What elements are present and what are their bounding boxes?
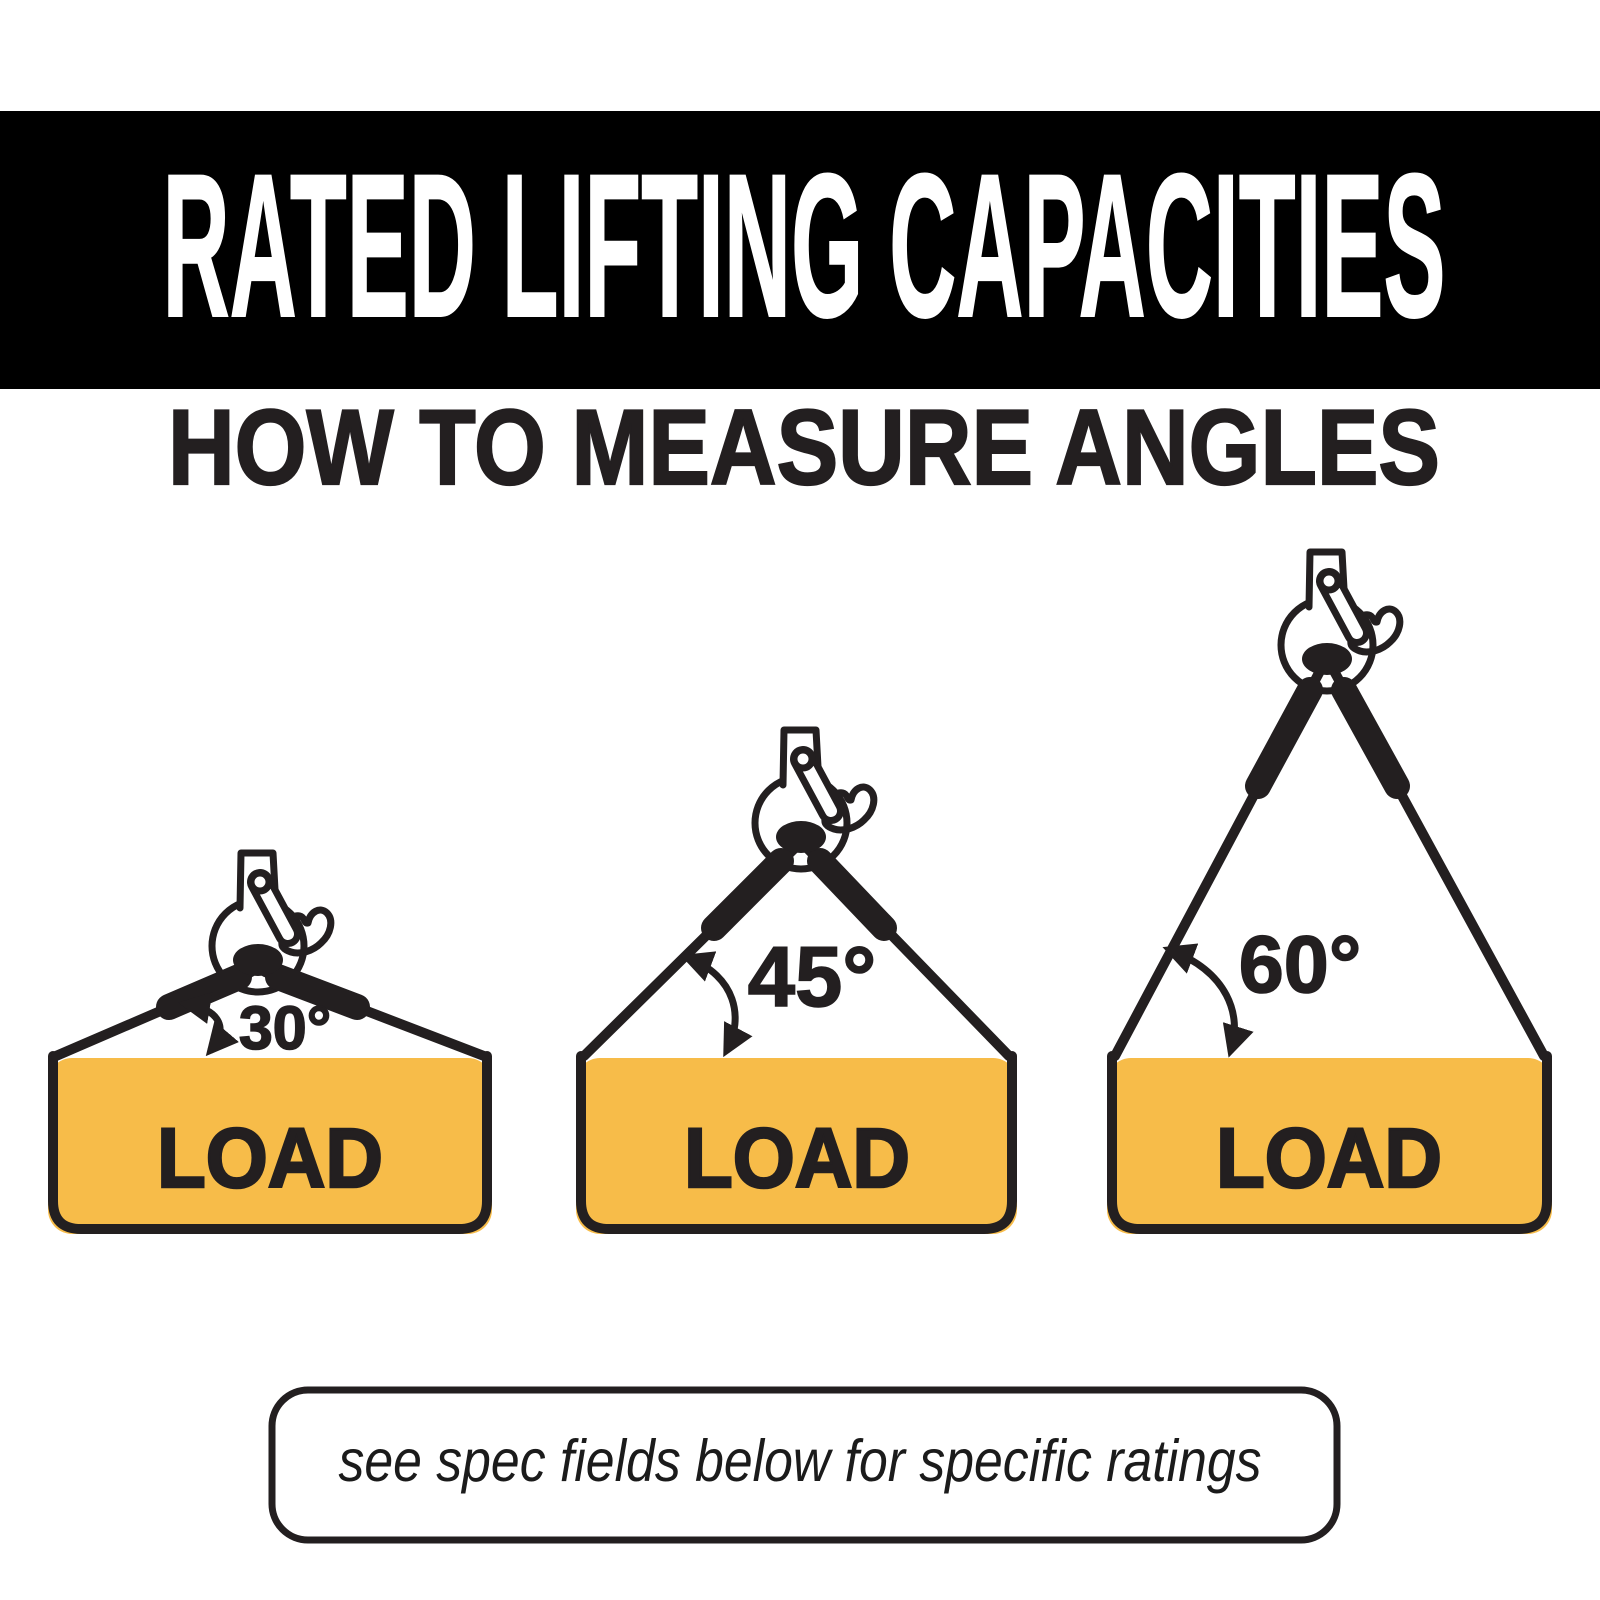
load-box: [48, 1058, 492, 1234]
load-label: LOAD: [157, 1111, 383, 1205]
angle-arrow: [178, 992, 239, 1057]
angle-arrow: [680, 951, 753, 1058]
sling-gather-knot: [233, 944, 283, 976]
load-label: LOAD: [684, 1111, 910, 1205]
load-box: [1107, 1058, 1552, 1234]
sling-eye-right: [265, 964, 370, 1020]
diagram-60-degrees: 60° LOAD: [1107, 552, 1552, 1234]
load-box-border: [48, 1051, 492, 1234]
page-title: RATED LIFTING CAPACITIES: [163, 132, 1446, 360]
sling-eye-right: [1331, 677, 1410, 799]
sling-eye-left: [701, 848, 794, 941]
footer-note-box: [268, 1386, 1341, 1544]
sling-eye-right: [807, 848, 897, 941]
diagram-30-degrees: 30° LOAD: [48, 853, 492, 1234]
sling-eye-left: [156, 964, 252, 1020]
load-box: [576, 1058, 1017, 1234]
page-subtitle: HOW TO MEASURE ANGLES: [168, 387, 1440, 507]
angle-arrow: [1162, 943, 1254, 1058]
diagram-45-degrees: 45° LOAD: [576, 730, 1017, 1234]
sling-gather-knot: [776, 821, 826, 853]
sling-eye-left: [1245, 677, 1323, 799]
footer-note-text: see spec fields below for specific ratin…: [339, 1428, 1262, 1494]
load-label: LOAD: [1216, 1111, 1442, 1205]
load-box-border: [1107, 1051, 1552, 1234]
sling-gather-knot: [1302, 643, 1352, 675]
banner-background: [0, 111, 1600, 389]
angle-label: 45°: [748, 930, 877, 1025]
angle-label: 60°: [1239, 920, 1362, 1010]
load-box-border: [576, 1051, 1017, 1234]
angle-label: 30°: [239, 994, 331, 1062]
